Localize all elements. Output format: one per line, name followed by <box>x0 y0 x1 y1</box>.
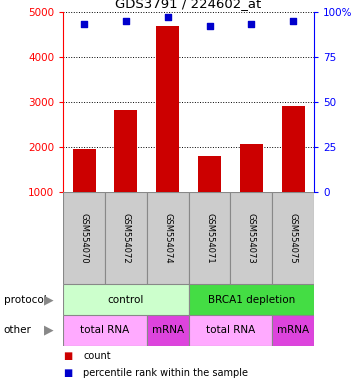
Bar <box>240 144 263 192</box>
Text: mRNA: mRNA <box>277 325 309 335</box>
Text: ■: ■ <box>63 351 73 361</box>
Text: protocol: protocol <box>4 295 46 305</box>
Text: other: other <box>4 325 31 335</box>
Title: GDS3791 / 224602_at: GDS3791 / 224602_at <box>116 0 262 10</box>
Point <box>290 17 296 24</box>
Bar <box>114 110 138 192</box>
Bar <box>156 26 179 192</box>
Bar <box>63 284 188 315</box>
Point <box>206 23 212 29</box>
Bar <box>272 315 314 346</box>
Bar <box>188 284 314 315</box>
Bar <box>105 192 147 284</box>
Bar <box>198 156 221 192</box>
Text: mRNA: mRNA <box>152 325 184 335</box>
Text: GSM554072: GSM554072 <box>121 213 130 263</box>
Text: GSM554070: GSM554070 <box>79 213 88 263</box>
Bar <box>188 192 230 284</box>
Point <box>165 14 171 20</box>
Bar <box>147 192 188 284</box>
Bar <box>272 192 314 284</box>
Text: ■: ■ <box>63 368 73 378</box>
Text: GSM554073: GSM554073 <box>247 213 256 263</box>
Bar <box>147 315 188 346</box>
Text: ▶: ▶ <box>44 324 53 337</box>
Text: total RNA: total RNA <box>81 325 130 335</box>
Bar <box>73 149 96 192</box>
Text: control: control <box>108 295 144 305</box>
Text: GSM554075: GSM554075 <box>289 213 298 263</box>
Text: BRCA1 depletion: BRCA1 depletion <box>208 295 295 305</box>
Text: GSM554071: GSM554071 <box>205 213 214 263</box>
Text: ▶: ▶ <box>44 293 53 306</box>
Bar <box>63 315 147 346</box>
Bar <box>230 192 272 284</box>
Point <box>248 21 254 27</box>
Text: total RNA: total RNA <box>206 325 255 335</box>
Bar <box>63 192 105 284</box>
Point <box>81 21 87 27</box>
Text: count: count <box>83 351 111 361</box>
Text: GSM554074: GSM554074 <box>163 213 172 263</box>
Bar <box>282 106 305 192</box>
Point <box>123 17 129 24</box>
Text: percentile rank within the sample: percentile rank within the sample <box>83 368 248 378</box>
Bar <box>188 315 272 346</box>
